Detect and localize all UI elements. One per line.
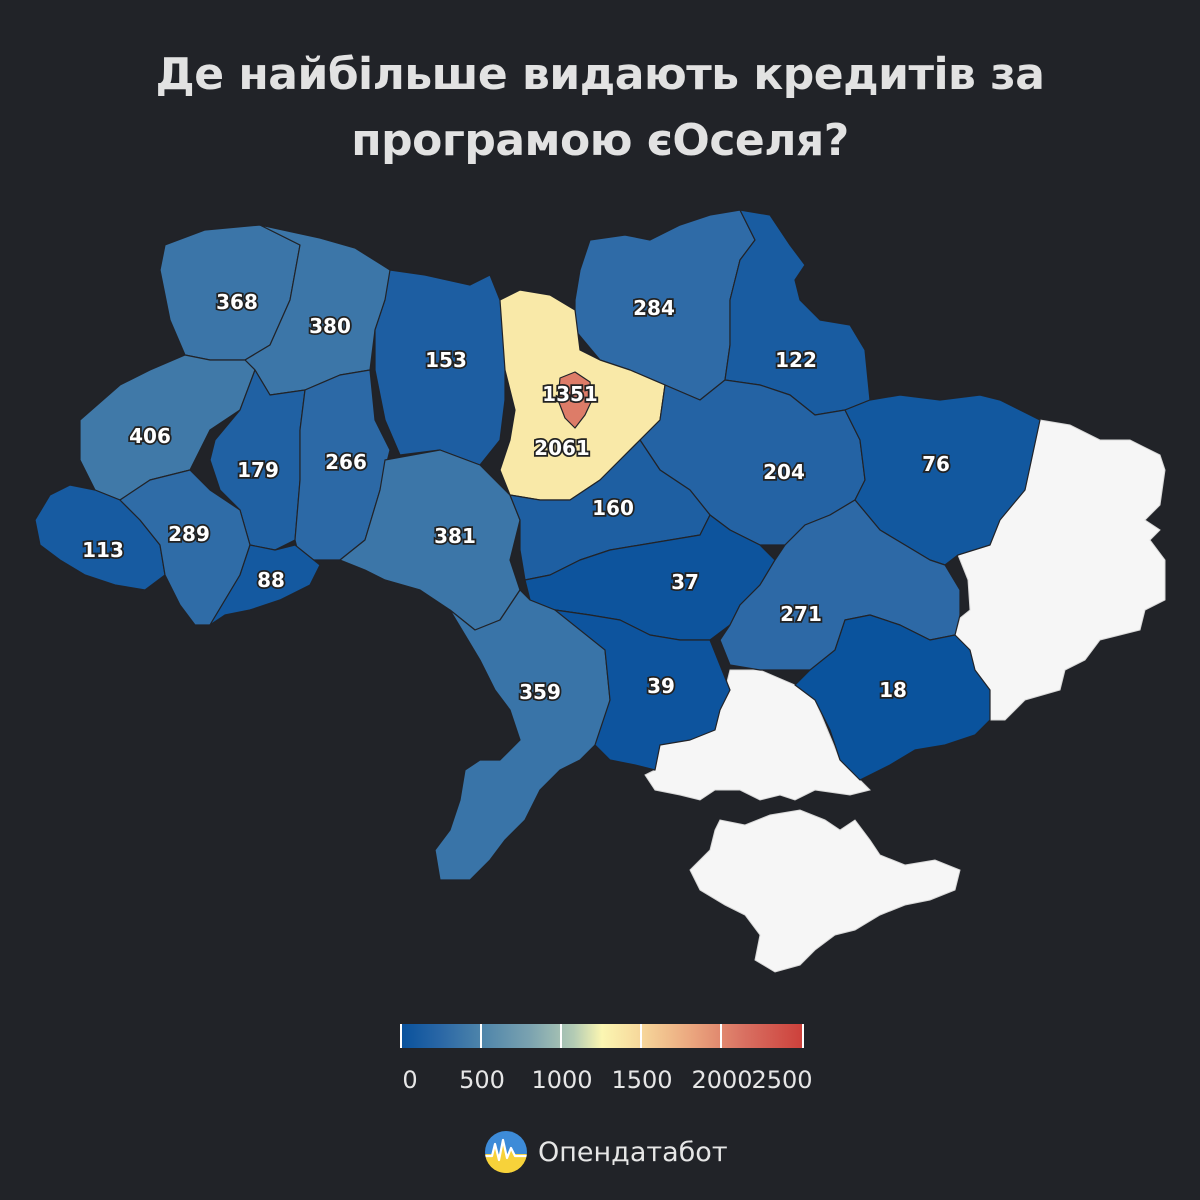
value-label-rivne: 380 [309, 314, 351, 338]
value-label-volyn: 368 [216, 290, 258, 314]
page-title: Де найбільше видають кредитів за програм… [100, 42, 1100, 174]
region-mykolaiv[interactable] [554, 609, 731, 771]
regions [34, 209, 1041, 881]
legend-tick-label: 1500 [611, 1066, 673, 1094]
value-label-kyiv-oblast: 2061 [534, 436, 590, 460]
value-label-ternopil: 179 [237, 458, 279, 482]
legend-tick-mark [480, 1024, 482, 1048]
value-label-zaporizhzhia: 18 [879, 678, 907, 702]
value-label-dnipropetrovsk: 271 [780, 602, 822, 626]
value-label-cherkasy: 160 [592, 496, 634, 520]
value-label-khmelnytskyi: 266 [325, 450, 367, 474]
value-label-zakarpattia: 113 [82, 538, 124, 562]
legend-tick-label: 500 [459, 1066, 505, 1094]
opendatabot-logo-icon [485, 1131, 527, 1173]
region-labels: 368 380 153 284 122 406 179 266 1351 206… [80, 288, 951, 706]
legend-tick-mark [400, 1024, 402, 1048]
legend-tick-mark [640, 1024, 642, 1048]
value-label-chernivtsi: 88 [257, 568, 285, 592]
brand-name: Опендатабот [538, 1136, 728, 1168]
value-label-kirovohrad: 37 [671, 570, 699, 594]
occupied-territories [644, 419, 1166, 973]
value-label-mykolaiv: 39 [647, 674, 675, 698]
brand: Опендатабот [484, 1130, 728, 1174]
region-zaporizhzhia[interactable] [794, 614, 991, 781]
value-label-ivano-frankivsk: 289 [168, 522, 210, 546]
value-label-odesa: 359 [519, 680, 561, 704]
legend-tick-mark [802, 1024, 804, 1048]
title-line-1: Де найбільше видають кредитів за [155, 49, 1045, 100]
value-label-zhytomyr: 153 [425, 348, 467, 372]
value-label-kyiv-city: 1351 [542, 382, 598, 406]
value-label-kharkiv: 76 [922, 452, 950, 476]
value-label-vinnytsia: 381 [434, 524, 476, 548]
legend-tick-mark [560, 1024, 562, 1048]
color-legend [400, 1024, 804, 1048]
region-odesa[interactable] [434, 589, 611, 881]
value-label-chernihiv: 284 [633, 296, 675, 320]
legend-tick-label: 1000 [531, 1066, 593, 1094]
occupied-east [954, 419, 1166, 721]
legend-tick-label: 2000 [691, 1066, 753, 1094]
legend-tick-label: 2500 [751, 1066, 813, 1094]
region-zhytomyr[interactable] [374, 269, 506, 466]
region-kyiv-city[interactable] [557, 371, 593, 429]
crimea [689, 809, 961, 973]
value-label-lviv: 406 [129, 424, 171, 448]
legend-tick-mark [720, 1024, 722, 1048]
legend-gradient-bar [400, 1024, 804, 1048]
region-chernivtsi[interactable] [209, 544, 321, 626]
legend-tick-label: 0 [402, 1066, 418, 1094]
title-line-2: програмою єОселя? [351, 115, 849, 166]
value-label-sumy: 122 [775, 348, 817, 372]
value-label-poltava: 204 [763, 460, 805, 484]
